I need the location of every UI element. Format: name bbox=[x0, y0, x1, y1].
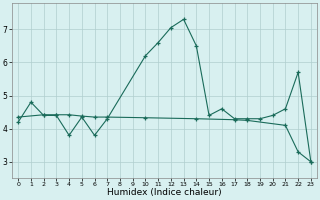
X-axis label: Humidex (Indice chaleur): Humidex (Indice chaleur) bbox=[107, 188, 222, 197]
